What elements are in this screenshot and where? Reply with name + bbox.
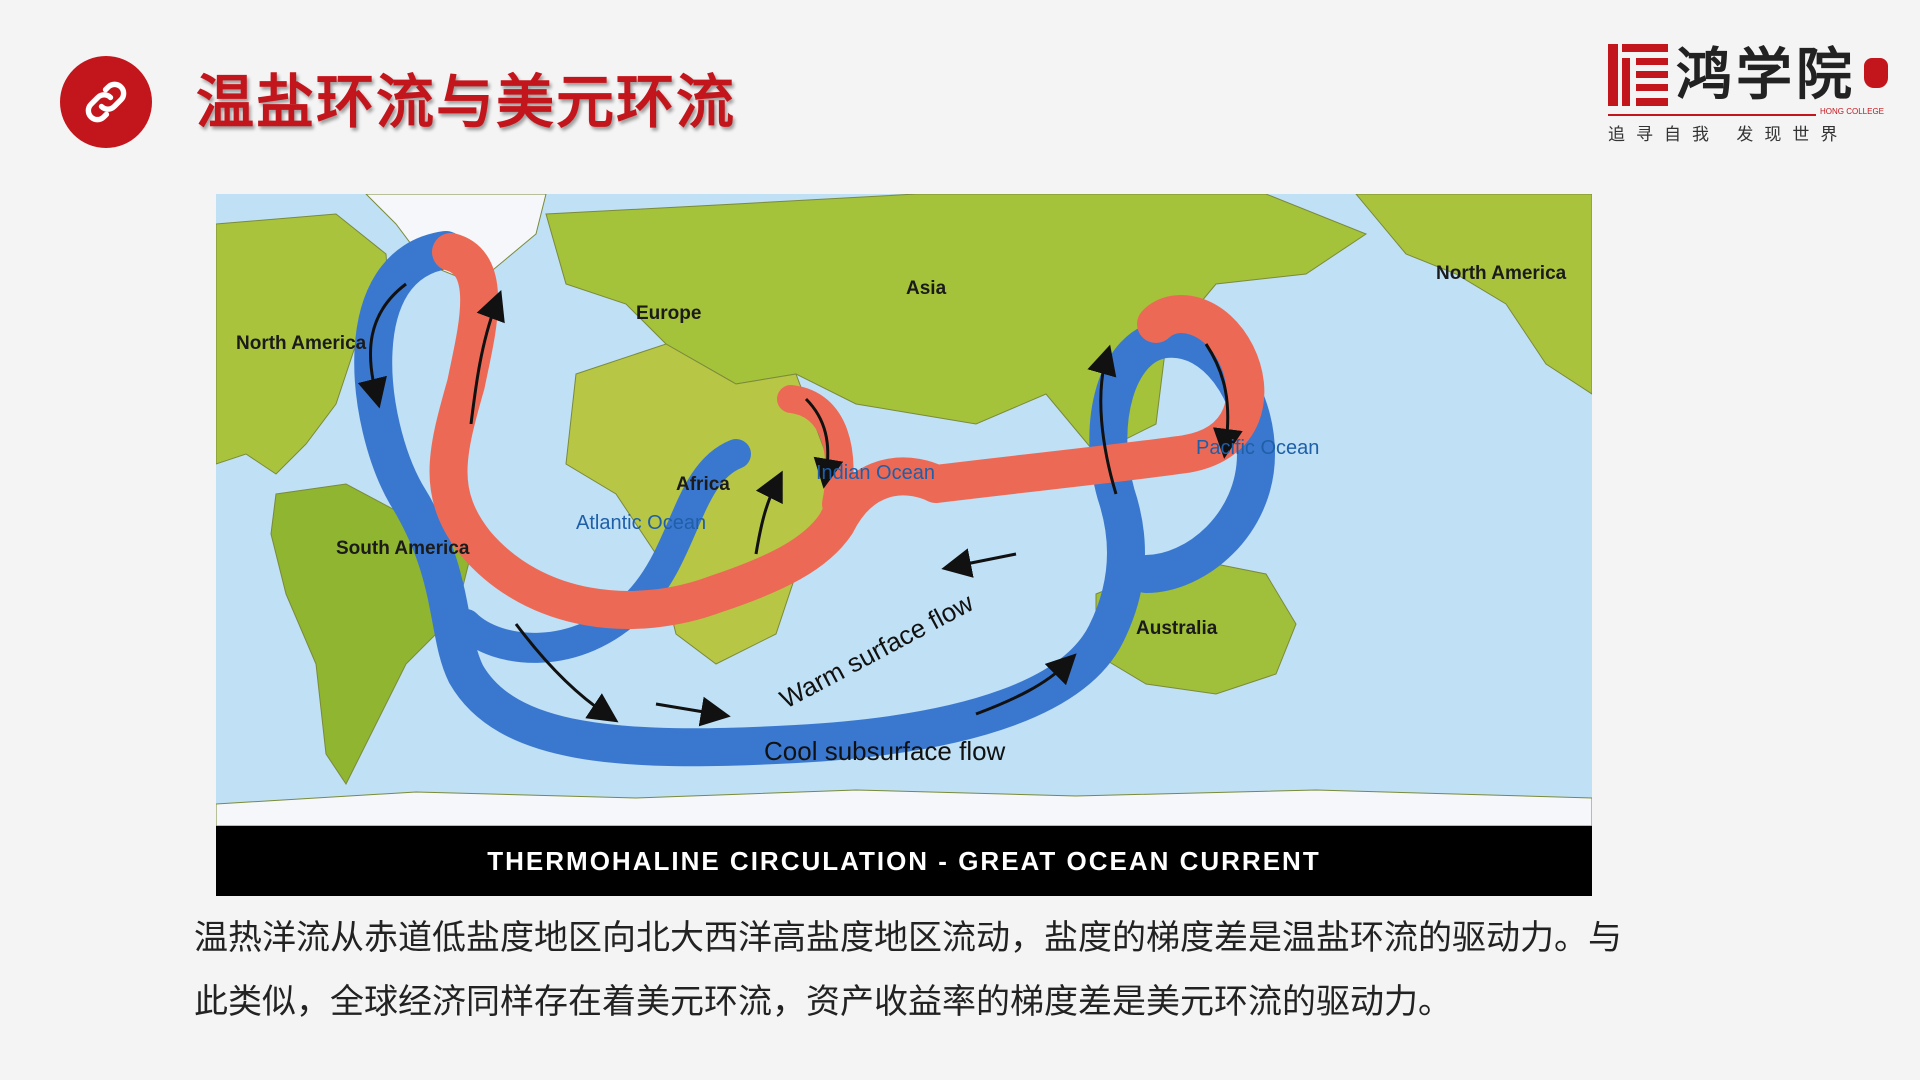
flow-arrow: [357, 282, 407, 409]
logo-mark: [1608, 44, 1668, 106]
figure-banner: THERMOHALINE CIRCULATION - GREAT OCEAN C…: [216, 826, 1592, 896]
logo-slogan: 追寻自我 发现世界: [1608, 125, 1849, 145]
cool-flow-label: Cool subsurface flow: [764, 736, 1006, 766]
logo-divider: [1608, 114, 1884, 116]
landmass-antarctica: [216, 789, 1592, 826]
seal-icon: [1864, 58, 1888, 88]
map-label-north-america-west: North America: [236, 333, 367, 354]
map-label-africa: Africa: [676, 474, 730, 495]
map-label-australia: Australia: [1136, 618, 1218, 639]
thermohaline-map-figure: North America Europe Asia Africa South A…: [216, 194, 1592, 896]
landmass-north-america-west: [216, 213, 392, 475]
world-map: North America Europe Asia Africa South A…: [216, 194, 1592, 826]
flow-arrow: [1204, 343, 1243, 459]
flow-arrow: [941, 548, 1017, 578]
flow-arrow: [754, 470, 783, 555]
link-icon: [60, 56, 152, 148]
flow-arrow: [975, 653, 1077, 716]
flow-arrow: [1087, 344, 1118, 495]
warm-surface-flow: [429, 233, 1265, 629]
map-label-north-america-east: North America: [1436, 263, 1567, 284]
college-logo: 鸿学院 HONG COLLEGE 追寻自我 发现世界: [1604, 40, 1888, 146]
flow-arrow: [514, 623, 619, 723]
map-label-south-america: South America: [336, 538, 470, 559]
flow-arrow: [655, 696, 731, 727]
map-label-atlantic-ocean: Atlantic Ocean: [576, 512, 706, 534]
page-title: 温盐环流与美元环流: [196, 68, 737, 136]
landmass-north-america-east: [1355, 194, 1592, 395]
flow-arrow: [804, 397, 844, 489]
logo-name: 鸿学院: [1676, 42, 1856, 108]
map-label-asia: Asia: [906, 278, 947, 299]
logo-subtitle: HONG COLLEGE: [1815, 107, 1884, 116]
flow-arrow: [469, 289, 505, 425]
map-label-indian-ocean: Indian Ocean: [816, 462, 935, 484]
map-label-pacific-ocean: Pacific Ocean: [1196, 437, 1319, 459]
body-caption: 温热洋流从赤道低盐度地区向北大西洋高盐度地区流动，盐度的梯度差是温盐环流的驱动力…: [194, 918, 1622, 1022]
map-label-europe: Europe: [636, 303, 701, 324]
